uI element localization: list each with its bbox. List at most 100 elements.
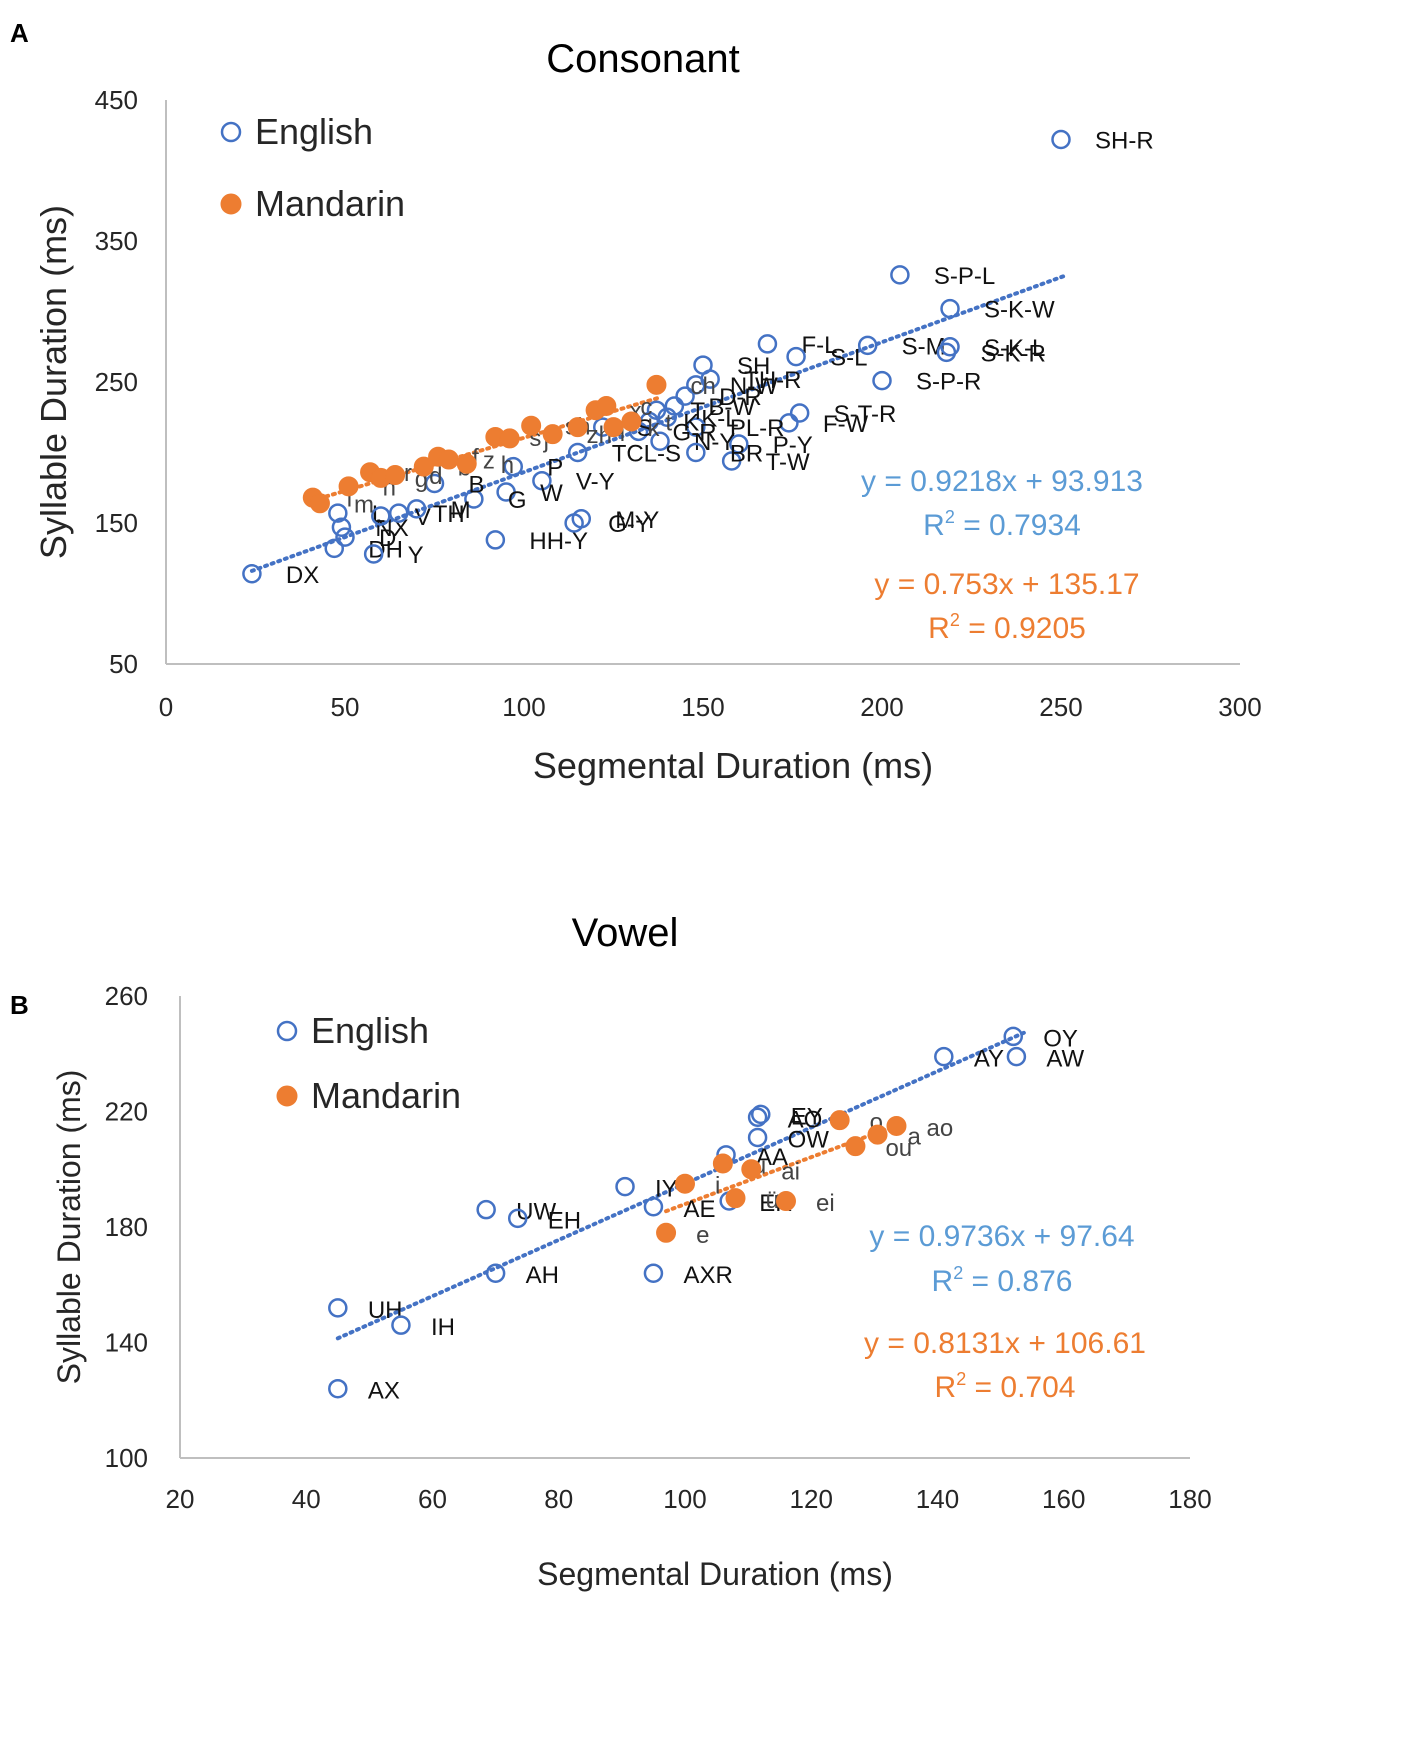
mandarin-point [521,415,542,436]
point-label: N-Y [694,429,735,456]
point-label: S-K-W [984,297,1055,324]
legend-english-marker [276,1020,298,1042]
english-point [567,442,588,463]
english-point [934,1046,954,1067]
y-tick-label: 180 [105,1212,148,1242]
point-label: N-W [730,373,778,400]
point-label: TH [433,501,465,528]
r2-value: = 0.7934 [955,509,1081,542]
x-tick-label: 80 [544,1484,573,1514]
english-point [936,342,957,363]
point-label: AE [683,1196,715,1223]
legend-english-label: English [255,111,373,152]
english-point [747,1107,768,1128]
x-tick-label: 100 [502,692,545,722]
chart-title: Consonant [546,37,739,81]
r2-superscript: 2 [956,1369,966,1389]
english-point [391,1315,411,1335]
point-label: D [379,525,396,552]
point-label: IH [431,1314,455,1341]
english-point [328,503,348,523]
trendline-equation-mandarin: y = 0.8131x + 106.61 [864,1327,1146,1360]
y-tick-label: 260 [105,981,148,1011]
r2-value: = 0.9205 [960,612,1086,645]
point-label: i [715,1173,720,1200]
point-label: ei [816,1190,835,1217]
point-label: G [508,487,527,514]
x-tick-label: 140 [916,1484,959,1514]
english-point [857,335,878,356]
point-label: IY [655,1176,678,1203]
point-label: k [648,415,661,442]
english-point [940,298,960,319]
y-tick-label: 50 [109,649,138,679]
legend-english-label: English [311,1010,429,1051]
point-label: ai [781,1158,800,1185]
point-label: l [347,486,352,513]
point-label: DH [368,536,403,563]
point-label: S-L [830,345,867,372]
x-tick-label: 20 [166,1484,195,1514]
x-tick-label: 150 [681,692,724,722]
x-tick-label: 200 [860,692,903,722]
r2-symbol: R [928,612,950,645]
english-point [1051,129,1071,150]
english-point [890,265,910,285]
point-label: AXR [683,1262,732,1289]
point-label: S-P-R [916,369,981,396]
y-tick-label: 250 [95,367,138,397]
x-tick-label: 160 [1042,1484,1085,1514]
y-tick-label: 350 [95,226,138,256]
trendline-r2-mandarin: R2 = 0.9205 [928,610,1086,645]
legend-english-marker [220,121,242,143]
r2-value: = 0.704 [966,1371,1075,1404]
point-label: B [469,472,485,499]
point-label: HH-Y [529,528,588,555]
point-label: F-L [801,332,837,359]
y-tick-label: 100 [105,1443,148,1473]
point-label: UH [368,1297,403,1324]
english-point [757,334,778,354]
x-axis-label: Segmental Duration (ms) [537,1556,893,1592]
point-label: S-K-R [980,340,1045,367]
y-axis-label: Syllable Duration (ms) [51,1070,87,1385]
vowel-chart: Vowel 20 40 60 80 100 120 140 160 180 100 140 180 220… [51,911,1212,1592]
trendline-mandarin [664,1122,902,1214]
english-point [464,489,484,509]
point-label: T-W [766,449,810,476]
english-point [476,1199,496,1220]
english-point [371,506,391,526]
mandarin-point [309,493,330,514]
english-point [388,503,409,523]
x-tick-label: 120 [790,1484,833,1514]
point-label: AA [756,1144,788,1171]
point-label: c [640,394,652,421]
point-label: DX [286,562,319,589]
english-point [242,564,262,584]
english-point [328,1378,348,1399]
english-point [328,1298,348,1318]
english-point [324,538,345,559]
english-point [363,544,384,564]
point-label: e [696,1222,709,1249]
point-label: OW [788,1126,830,1153]
chart-title: Vowel [572,911,679,955]
english-point [686,375,706,395]
point-label: S-P-L [934,263,995,290]
mandarin-point [596,395,617,416]
y-axis-label: Syllable Duration (ms) [33,205,74,559]
point-label: AW [1046,1046,1084,1073]
y-tick-label: 220 [105,1097,148,1127]
mandarin-point [845,1136,866,1157]
english-point [485,530,506,550]
point-label: G-Y [608,511,651,538]
point-label: ao [926,1115,953,1142]
english-point [532,470,552,491]
english-point [675,386,695,406]
mandarin-point [338,476,359,497]
r2-superscript: 2 [950,610,960,630]
mandarin-point [456,453,477,474]
point-label: r [404,460,412,487]
mandarin-point [621,411,642,432]
